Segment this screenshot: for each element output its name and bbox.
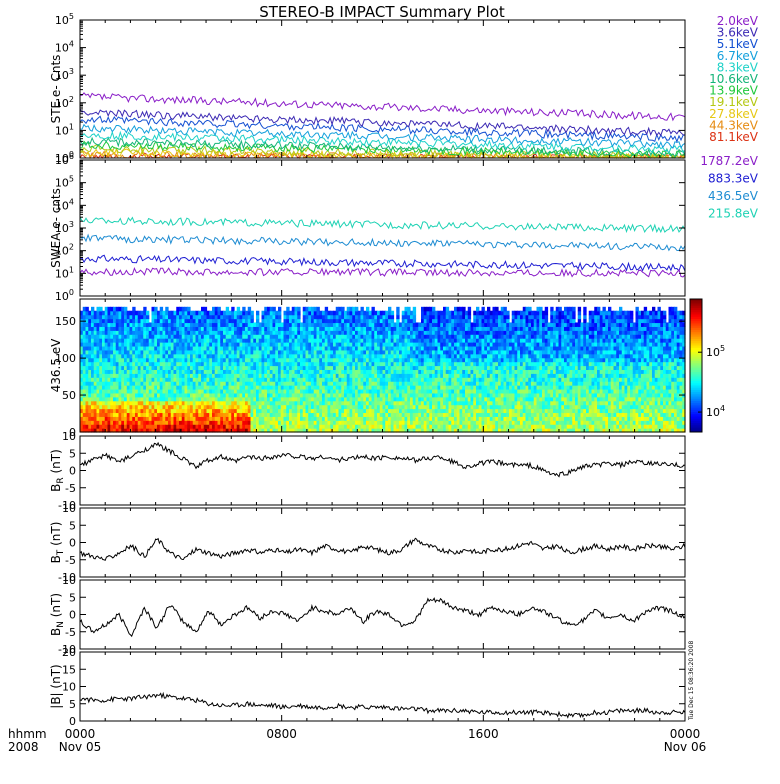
heatmap-cell — [468, 307, 471, 312]
plot-title: STEREO-B IMPACT Summary Plot — [259, 3, 505, 21]
heatmap-cell — [226, 307, 229, 312]
heatmap-cell — [391, 319, 394, 324]
heatmap-cell — [273, 307, 276, 312]
heatmap-cell — [355, 307, 358, 312]
y-tick-label: 105 — [55, 12, 74, 27]
heatmap-cell — [396, 319, 399, 324]
heatmap-cell — [91, 307, 94, 312]
heatmap-cell — [391, 311, 394, 316]
heatmap-cell — [388, 307, 391, 312]
y-tick-label: 105 — [55, 175, 74, 190]
heatmap-cell — [413, 315, 416, 320]
heatmap-cell — [432, 307, 435, 312]
panel-frame — [80, 160, 685, 296]
heatmap-cell — [286, 307, 289, 312]
series-line — [80, 217, 685, 232]
heatmap-cell — [218, 307, 221, 312]
heatmap-cell — [165, 307, 168, 312]
heatmap-cell — [256, 311, 259, 316]
series-line — [80, 93, 685, 120]
heatmap-cell — [366, 307, 369, 312]
heatmap-cell — [204, 307, 207, 312]
y-axis-label: SWEA e- cnts — [49, 188, 63, 268]
heatmap-cell — [482, 307, 485, 312]
heatmap-cell — [237, 307, 240, 312]
heatmap-cell — [413, 311, 416, 316]
series-line — [80, 235, 685, 251]
heatmap-cell — [476, 307, 479, 312]
heatmap-cell — [391, 315, 394, 320]
series-line — [80, 255, 685, 271]
heatmap-cell — [86, 307, 89, 312]
heatmap-cell — [251, 311, 254, 316]
series-line — [80, 268, 685, 277]
y-tick-label: 100 — [55, 288, 74, 303]
heatmap-cell — [413, 319, 416, 324]
heatmap-cell — [413, 307, 416, 312]
heatmap-cell — [468, 311, 471, 316]
heatmap-cell — [468, 315, 471, 320]
heatmap-cell — [160, 307, 163, 312]
heatmap-cell — [487, 307, 490, 312]
heatmap-cell — [297, 319, 300, 324]
heatmap-cell — [396, 307, 399, 312]
heatmap-cell — [446, 307, 449, 312]
heatmap-cell — [278, 307, 281, 312]
heatmap-cell — [251, 319, 254, 324]
heatmap-cell — [146, 319, 149, 324]
heatmap-cell — [231, 307, 234, 312]
heatmap-cell — [278, 319, 281, 324]
heatmap-cell — [187, 307, 190, 312]
heatmap-cell — [146, 315, 149, 320]
heatmap-cell — [297, 315, 300, 320]
heatmap-cell — [256, 315, 259, 320]
heatmap-cell — [256, 319, 259, 324]
heatmap-cell — [248, 307, 251, 312]
heatmap-cell — [143, 307, 146, 312]
heatmap-cell — [317, 307, 320, 312]
heatmap-cell — [396, 315, 399, 320]
heatmap-cell — [396, 311, 399, 316]
heatmap-cell — [297, 307, 300, 312]
y-tick-label: 106 — [55, 152, 74, 167]
heatmap-cell — [462, 307, 465, 312]
heatmap-cell — [278, 311, 281, 316]
y-tick-label: 104 — [55, 40, 74, 55]
heatmap-cell — [154, 307, 157, 312]
heatmap-cell — [146, 311, 149, 316]
heatmap-cell — [407, 307, 410, 312]
heatmap-cell — [251, 315, 254, 320]
heatmap-cell — [124, 307, 127, 312]
y-axis-label: STE e- Cnts — [49, 55, 63, 124]
y-tick-label: 101 — [55, 122, 74, 137]
heatmap-cell — [372, 307, 375, 312]
heatmap-cell — [99, 307, 102, 312]
heatmap-cell — [325, 307, 328, 312]
heatmap-cell — [132, 307, 135, 312]
heatmap-cell — [297, 311, 300, 316]
heatmap-cell — [278, 315, 281, 320]
heatmap-cell — [341, 307, 344, 312]
heatmap-cell — [361, 307, 364, 312]
heatmap-cell — [468, 319, 471, 324]
heatmap-cell — [242, 307, 245, 312]
